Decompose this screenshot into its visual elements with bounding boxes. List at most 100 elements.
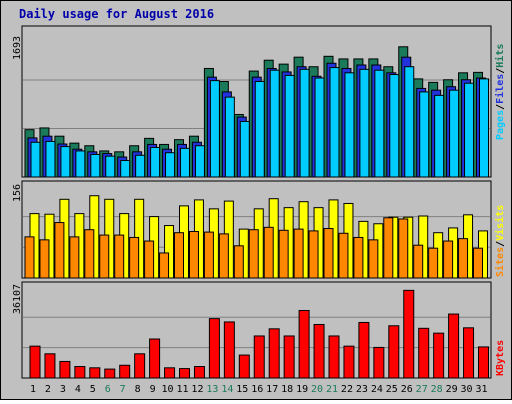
- x-tick-label-day-29: 29: [446, 384, 458, 395]
- bar-pages-day-23: [359, 68, 370, 178]
- top-ymax-label: 1693: [12, 36, 23, 60]
- bar-sites-day-21: [323, 228, 334, 279]
- bar-sites-day-11: [174, 232, 184, 279]
- bar-sites-day-18: [278, 229, 289, 279]
- bar-sites-day-23: [353, 236, 364, 279]
- x-tick-label-day-12: 12: [191, 384, 203, 395]
- bar-pages-day-11: [180, 147, 190, 178]
- bar-pages-day-3: [60, 146, 71, 178]
- x-tick-label-day-15: 15: [236, 384, 248, 395]
- x-tick-label-day-24: 24: [371, 384, 383, 395]
- bar-kbytes-day-25: [388, 325, 400, 379]
- middle-ymax-label: 156: [12, 184, 23, 202]
- bar-pages-day-9: [150, 146, 161, 178]
- bar-pages-day-8: [135, 154, 146, 178]
- x-tick-label-day-6: 6: [105, 384, 111, 395]
- x-tick-label-day-14: 14: [221, 384, 233, 395]
- x-tick-label-day-7: 7: [120, 384, 126, 395]
- bar-sites-day-15: [233, 245, 244, 279]
- bar-pages-day-22: [344, 72, 355, 178]
- bar-kbytes-day-24: [373, 346, 385, 379]
- x-tick-label-day-20: 20: [311, 384, 323, 395]
- x-tick-label-day-26: 26: [401, 384, 413, 395]
- bar-kbytes-day-27: [418, 327, 430, 379]
- bar-pages-day-17: [269, 69, 280, 178]
- bar-pages-day-27: [419, 91, 430, 178]
- x-tick-label-day-18: 18: [281, 384, 293, 395]
- bar-sites-day-27: [413, 244, 424, 279]
- bar-kbytes-day-13: [208, 318, 220, 379]
- bar-sites-day-5: [84, 229, 95, 279]
- bar-pages-day-5: [90, 153, 101, 178]
- x-tick-label-day-30: 30: [461, 384, 473, 395]
- chart-title: Daily usage for August 2016: [19, 7, 214, 21]
- bottom-ymax-label: 36107: [12, 284, 23, 314]
- legend-visits: Visits: [494, 205, 506, 241]
- bar-kbytes-day-3: [59, 360, 71, 379]
- bar-sites-day-1: [24, 236, 35, 279]
- bottom-legend: KBytes: [495, 340, 506, 376]
- x-tick-label-day-31: 31: [475, 384, 487, 395]
- x-tick-label-day-21: 21: [326, 384, 338, 395]
- bar-kbytes-day-20: [313, 323, 325, 379]
- bar-kbytes-day-9: [149, 338, 161, 379]
- bar-sites-day-12: [188, 231, 199, 279]
- bar-kbytes-day-2: [44, 353, 56, 379]
- bar-pages-day-1: [30, 141, 41, 178]
- bar-sites-day-13: [203, 231, 214, 279]
- bar-kbytes-day-6: [104, 368, 116, 379]
- bar-pages-day-13: [209, 80, 220, 178]
- bar-sites-day-2: [39, 239, 50, 279]
- bar-kbytes-day-10: [164, 367, 176, 379]
- bar-kbytes-day-26: [403, 289, 415, 379]
- bar-sites-day-24: [368, 239, 379, 279]
- bar-kbytes-day-16: [253, 335, 265, 379]
- bar-pages-day-12: [194, 145, 205, 178]
- bar-pages-day-18: [284, 74, 295, 178]
- x-tick-label-day-13: 13: [206, 384, 218, 395]
- bar-kbytes-day-19: [298, 309, 310, 379]
- x-tick-label-day-10: 10: [162, 384, 174, 395]
- bar-sites-day-25: [383, 217, 394, 279]
- bar-sites-day-19: [293, 228, 304, 279]
- top-legend: Pages/Files/Hits: [494, 44, 506, 140]
- x-tick-label-day-2: 2: [45, 384, 51, 395]
- bar-kbytes-day-15: [238, 354, 250, 379]
- bar-kbytes-day-18: [283, 335, 295, 379]
- x-tick-label-day-27: 27: [416, 384, 428, 395]
- x-tick-label-day-16: 16: [251, 384, 263, 395]
- legend-pages: Pages: [495, 110, 506, 140]
- bar-kbytes-day-5: [89, 367, 101, 379]
- bar-pages-day-19: [299, 68, 310, 178]
- x-tick-label-day-23: 23: [356, 384, 368, 395]
- bar-pages-day-30: [464, 82, 475, 178]
- bar-kbytes-day-17: [268, 328, 280, 379]
- bar-kbytes-day-21: [328, 335, 340, 379]
- x-tick-label-day-4: 4: [75, 384, 81, 395]
- bar-pages-day-10: [165, 152, 176, 178]
- x-tick-label-day-8: 8: [135, 384, 141, 395]
- bar-sites-day-14: [218, 233, 229, 279]
- x-tick-label-day-28: 28: [431, 384, 443, 395]
- bar-sites-day-30: [458, 238, 469, 279]
- legend-sep-3: /: [495, 241, 506, 247]
- bar-sites-day-4: [69, 236, 80, 279]
- bar-sites-day-20: [308, 230, 319, 279]
- legend-sites: Sites: [494, 247, 506, 277]
- bar-kbytes-day-4: [74, 366, 86, 379]
- bar-pages-day-4: [75, 150, 86, 178]
- bar-kbytes-day-23: [358, 321, 370, 379]
- x-tick-label-day-22: 22: [341, 384, 353, 395]
- bar-kbytes-day-22: [343, 345, 355, 379]
- bar-sites-day-16: [248, 229, 259, 279]
- bar-pages-day-24: [374, 69, 385, 178]
- bar-kbytes-day-14: [223, 321, 235, 379]
- bar-pages-day-16: [254, 80, 265, 178]
- x-tick-label-day-1: 1: [30, 384, 36, 395]
- bar-kbytes-day-7: [119, 364, 131, 379]
- bar-sites-day-8: [129, 236, 140, 279]
- bar-pages-day-26: [404, 66, 415, 178]
- legend-files: Files: [494, 74, 506, 104]
